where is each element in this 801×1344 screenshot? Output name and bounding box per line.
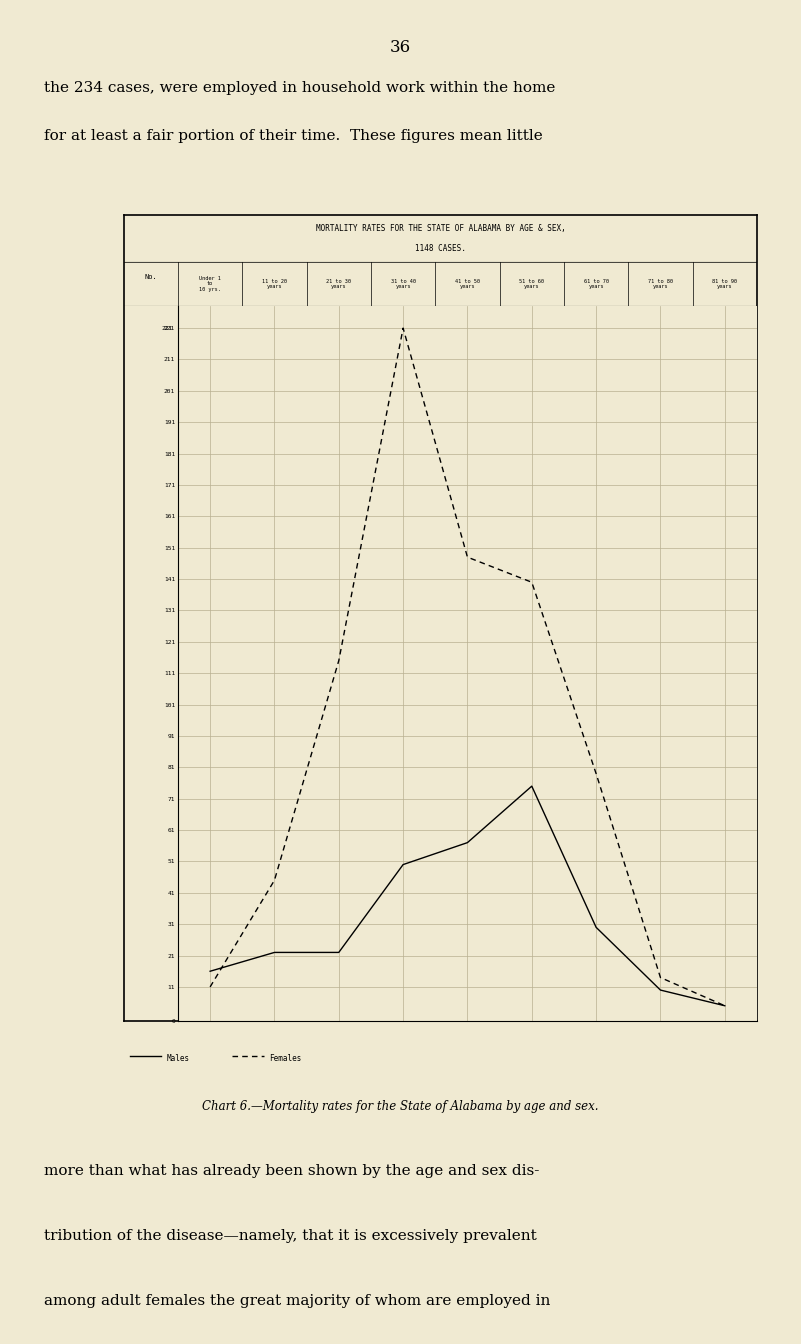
Text: more than what has already been shown by the age and sex dis-: more than what has already been shown by… bbox=[44, 1164, 539, 1177]
Text: Females: Females bbox=[269, 1054, 302, 1063]
Text: Chart 6.—Mortality rates for the State of Alabama by age and sex.: Chart 6.—Mortality rates for the State o… bbox=[202, 1099, 599, 1113]
Text: among adult females the great majority of whom are employed in: among adult females the great majority o… bbox=[44, 1294, 550, 1308]
Text: Males: Males bbox=[167, 1054, 190, 1063]
Text: Under 1
to
10 yrs.: Under 1 to 10 yrs. bbox=[199, 276, 221, 292]
Text: 31 to 40
years: 31 to 40 years bbox=[391, 278, 416, 289]
Text: 1148 CASES.: 1148 CASES. bbox=[415, 245, 466, 253]
Text: 221: 221 bbox=[161, 325, 172, 331]
Text: 21 to 30
years: 21 to 30 years bbox=[326, 278, 352, 289]
Text: 61 to 70
years: 61 to 70 years bbox=[584, 278, 609, 289]
Text: 36: 36 bbox=[390, 39, 411, 55]
Text: tribution of the disease—namely, that it is excessively prevalent: tribution of the disease—namely, that it… bbox=[44, 1228, 537, 1243]
Text: No.: No. bbox=[145, 274, 158, 281]
Text: MORTALITY RATES FOR THE STATE OF ALABAMA BY AGE & SEX,: MORTALITY RATES FOR THE STATE OF ALABAMA… bbox=[316, 223, 566, 233]
Text: 81 to 90
years: 81 to 90 years bbox=[712, 278, 737, 289]
Text: the 234 cases, were employed in household work within the home: the 234 cases, were employed in househol… bbox=[44, 81, 555, 94]
Text: 11 to 20
years: 11 to 20 years bbox=[262, 278, 287, 289]
Text: 71 to 80
years: 71 to 80 years bbox=[648, 278, 673, 289]
Text: 41 to 50
years: 41 to 50 years bbox=[455, 278, 480, 289]
Text: 51 to 60
years: 51 to 60 years bbox=[519, 278, 544, 289]
Text: for at least a fair portion of their time.  These figures mean little: for at least a fair portion of their tim… bbox=[44, 129, 543, 142]
